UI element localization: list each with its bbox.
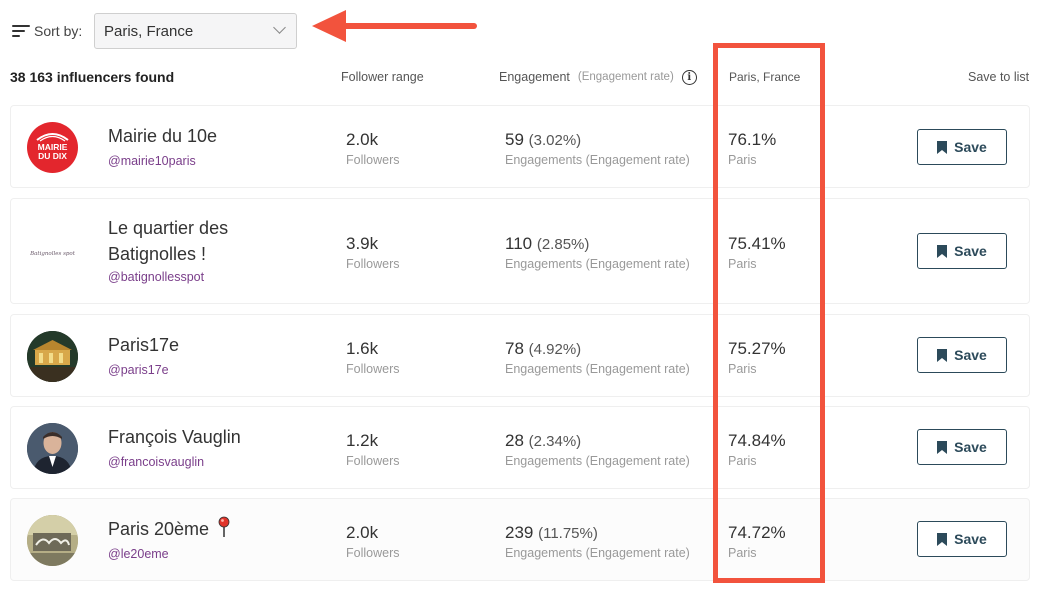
header-location[interactable]: Paris, France (729, 70, 801, 84)
engagement-label: Engagements (Engagement rate) (505, 257, 690, 271)
engagement-rate: (11.75%) (538, 525, 598, 542)
followers-label: Followers (346, 257, 400, 271)
results-count: 38 163 influencers found (10, 69, 175, 85)
sort-bar: Sort by: (12, 13, 90, 49)
bookmark-icon (937, 140, 948, 154)
bookmark-icon (937, 244, 948, 258)
influencer-name[interactable]: Le quartier des (108, 218, 229, 238)
carousel-photo (27, 331, 78, 382)
location-percent: 74.72% (728, 523, 786, 542)
followers-label: Followers (346, 546, 400, 560)
bookmark-icon (937, 348, 948, 362)
influencer-handle[interactable]: @paris17e (108, 363, 169, 377)
location-percent: 76.1% (728, 130, 777, 149)
highlight-box (713, 43, 825, 583)
location-label: Paris (728, 546, 757, 560)
sort-icon (12, 24, 30, 38)
table-row[interactable]: Paris 20ème @le20eme 2.0k Followers 239 … (10, 498, 1030, 581)
location-label: Paris (728, 454, 757, 468)
engagement-count: 28 (505, 431, 524, 450)
table-row[interactable]: MAIRIE DU DIX Mairie du 10e @mairie10par… (10, 105, 1030, 188)
engagement-label: Engagements (Engagement rate) (505, 546, 690, 560)
avatar-text: Batignolles spot (29, 251, 76, 257)
followers-value: 1.2k (346, 431, 379, 450)
save-button-label: Save (954, 531, 987, 547)
influencer-name-line2[interactable]: Batignolles ! (108, 244, 207, 264)
avatar-text: DU DIX (38, 151, 67, 161)
followers-value: 1.6k (346, 339, 379, 358)
table-row[interactable]: Batignolles spot Le quartier des Batigno… (10, 198, 1030, 304)
location-label: Paris (728, 257, 757, 271)
header-follower-range[interactable]: Follower range (341, 70, 424, 84)
sort-select[interactable]: Paris, France (94, 13, 297, 49)
save-button-label: Save (954, 243, 987, 259)
header-engagement-rate: (Engagement rate) (577, 71, 674, 83)
bookmark-icon (937, 440, 948, 454)
mairie-du-dix-logo: MAIRIE DU DIX (27, 122, 78, 173)
engagement-label: Engagements (Engagement rate) (505, 362, 690, 376)
save-button-label: Save (954, 139, 987, 155)
influencer-handle[interactable]: @batignollesspot (108, 270, 205, 284)
engagement-value: 78 (4.92%) (505, 339, 581, 359)
engagement-label: Engagements (Engagement rate) (505, 153, 690, 167)
header-engagement-label: Engagement (499, 70, 570, 84)
save-button[interactable]: Save (917, 521, 1007, 557)
table-row[interactable]: François Vauglin @francoisvauglin 1.2k F… (10, 406, 1030, 489)
engagement-rate: (4.92%) (528, 341, 582, 358)
save-button[interactable]: Save (917, 429, 1007, 465)
pin-icon (218, 516, 230, 537)
followers-label: Followers (346, 153, 400, 167)
annotation-arrow (312, 10, 477, 42)
engagement-rate: (2.85%) (536, 236, 590, 253)
followers-value: 2.0k (346, 523, 379, 542)
engagement-value: 28 (2.34%) (505, 431, 581, 451)
engagement-count: 59 (505, 130, 524, 149)
location-percent: 75.27% (728, 339, 786, 358)
engagement-value: 59 (3.02%) (505, 130, 581, 150)
engagement-count: 110 (505, 234, 533, 253)
batignolles-spot-logo: Batignolles spot (27, 226, 78, 277)
influencer-name[interactable]: François Vauglin (108, 427, 241, 447)
engagement-rate: (3.02%) (528, 132, 582, 149)
engagement-count: 239 (505, 523, 534, 542)
influencer-handle[interactable]: @mairie10paris (108, 154, 196, 168)
street-art-photo (27, 515, 78, 566)
influencer-name[interactable]: Paris17e (108, 335, 180, 355)
engagement-count: 78 (505, 339, 524, 358)
engagement-value: 110 (2.85%) (505, 234, 589, 254)
influencer-handle[interactable]: @francoisvauglin (108, 455, 205, 469)
portrait-photo (27, 423, 78, 474)
header-engagement[interactable]: Engagement (Engagement rate) i (499, 66, 697, 88)
save-button[interactable]: Save (917, 129, 1007, 165)
table-row[interactable]: Paris17e @paris17e 1.6k Followers 78 (4.… (10, 314, 1030, 397)
influencer-name-text: Paris 20ème (108, 519, 210, 539)
info-icon[interactable]: i (681, 69, 697, 85)
engagement-label: Engagements (Engagement rate) (505, 454, 690, 468)
bookmark-icon (937, 532, 948, 546)
engagement-value: 239 (11.75%) (505, 523, 598, 543)
header-save-to-list: Save to list (968, 70, 1030, 84)
followers-label: Followers (346, 454, 400, 468)
location-percent: 74.84% (728, 431, 786, 450)
influencer-handle[interactable]: @le20eme (108, 547, 169, 561)
chevron-down-icon (273, 21, 286, 34)
followers-value: 3.9k (346, 234, 379, 253)
location-label: Paris (728, 153, 757, 167)
influencer-name[interactable]: Paris 20ème (108, 516, 230, 542)
followers-label: Followers (346, 362, 400, 376)
save-button[interactable]: Save (917, 337, 1007, 373)
sort-select-value: Paris, France (104, 22, 194, 40)
location-label: Paris (728, 362, 757, 376)
engagement-rate: (2.34%) (528, 433, 582, 450)
save-button[interactable]: Save (917, 233, 1007, 269)
save-button-label: Save (954, 439, 987, 455)
save-button-label: Save (954, 347, 987, 363)
sort-label: Sort by: (34, 23, 83, 39)
influencer-name[interactable]: Mairie du 10e (108, 126, 218, 146)
location-percent: 75.41% (728, 234, 786, 253)
avatar-text: MAIRIE (38, 142, 68, 152)
followers-value: 2.0k (346, 130, 379, 149)
